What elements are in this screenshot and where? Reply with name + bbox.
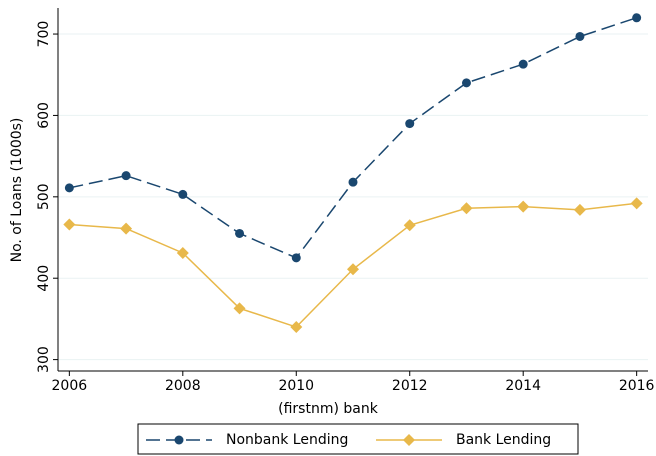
marker xyxy=(121,171,131,181)
marker xyxy=(63,218,76,231)
marker xyxy=(64,183,74,193)
y-axis-label: No. of Loans (1000s) xyxy=(9,118,25,263)
marker xyxy=(630,197,643,210)
legend-label: Nonbank Lending xyxy=(226,432,348,448)
marker xyxy=(460,202,473,215)
x-tick-label: 2012 xyxy=(392,378,428,394)
marker xyxy=(632,13,642,23)
marker xyxy=(291,253,301,263)
marker xyxy=(347,263,359,276)
marker xyxy=(178,189,188,199)
marker xyxy=(348,177,358,187)
marker xyxy=(403,434,415,446)
legend xyxy=(137,423,579,455)
x-tick-label: 2008 xyxy=(165,378,201,394)
y-tick-label: 700 xyxy=(36,21,52,48)
y-tick-label: 500 xyxy=(36,183,52,210)
marker xyxy=(235,228,245,238)
x-axis-label: (firstnm) bank xyxy=(278,401,379,417)
x-tick-label: 2016 xyxy=(619,378,655,394)
x-tick-label: 2006 xyxy=(52,378,88,394)
x-tick-label: 2014 xyxy=(505,378,541,394)
marker xyxy=(518,59,528,69)
marker xyxy=(405,119,415,129)
marker xyxy=(517,200,530,213)
legend-label: Bank Lending xyxy=(456,432,551,448)
y-tick-label: 400 xyxy=(36,265,52,292)
marker xyxy=(403,219,416,232)
marker xyxy=(176,246,189,259)
x-tick-label: 2010 xyxy=(278,378,314,394)
y-tick-label: 600 xyxy=(36,102,52,129)
marker xyxy=(290,321,303,334)
y-tick-label: 300 xyxy=(36,346,52,373)
marker xyxy=(575,31,585,41)
marker xyxy=(573,203,586,216)
marker xyxy=(174,435,184,445)
marker xyxy=(233,302,246,315)
marker xyxy=(461,78,471,88)
marker xyxy=(120,222,133,235)
